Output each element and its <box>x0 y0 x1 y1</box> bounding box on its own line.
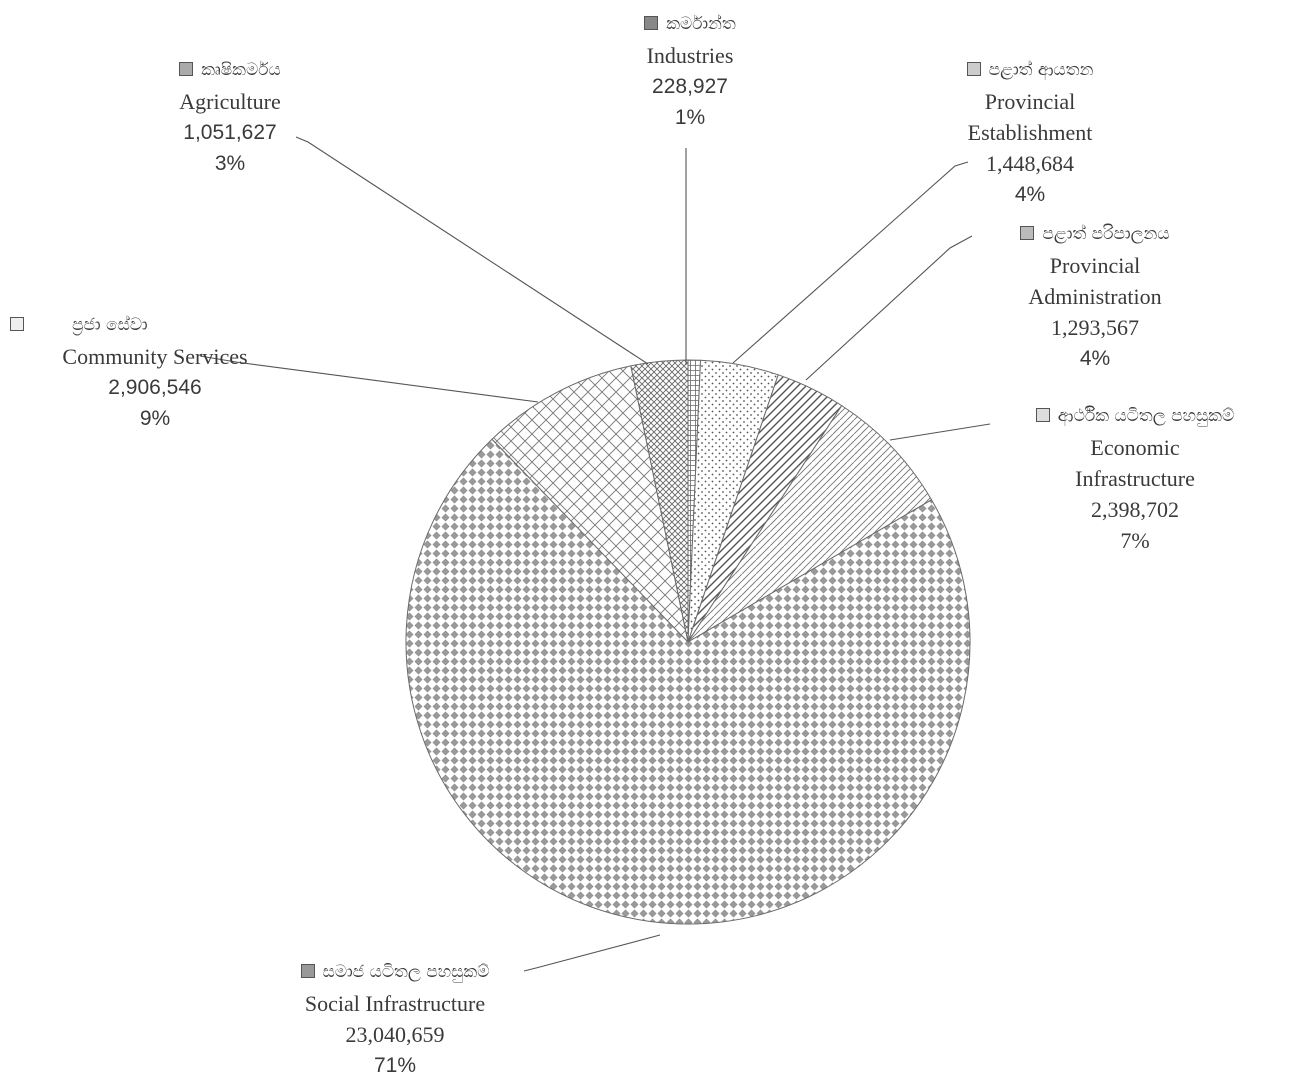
label-social-si: සමාජ යටිතල පහසුකම් <box>322 962 490 982</box>
legend-swatch-industries <box>644 16 659 30</box>
legend-swatch-establishment <box>966 62 981 76</box>
label-industries-si: කර්මාන්ත <box>666 14 736 34</box>
label-economic-en-2: Infrastructure <box>1075 466 1195 491</box>
label-economic: ආර්ථික යටිතල පහසුකම් Economic Infrastruc… <box>990 398 1280 556</box>
label-community-value: 2,906,546 <box>108 376 202 399</box>
pie-slice-economic-infrastructure <box>687 404 933 643</box>
label-economic-value: 2,398,702 <box>1091 497 1179 522</box>
pie-slice-community-services <box>491 365 689 644</box>
label-administration-en-1: Provincial <box>1049 253 1141 278</box>
label-social: සමාජ යටිතල පහසුකම් Social Infrastructure… <box>250 954 540 1081</box>
label-social-value: 23,040,659 <box>345 1022 445 1047</box>
pie-slice-social-infrastructure <box>405 438 971 925</box>
label-social-pct: 71% <box>373 1054 417 1077</box>
label-industries-value: 228,927 <box>652 75 728 98</box>
label-community-pct: 9% <box>139 407 171 430</box>
label-establishment-en-2: Establishment <box>967 120 1093 145</box>
label-community-en: Community Services <box>62 344 248 369</box>
label-economic-pct: 7% <box>1120 528 1150 553</box>
leader-administration <box>805 235 973 381</box>
leader-agriculture <box>295 136 649 365</box>
pie-slice-agriculture <box>630 359 689 643</box>
label-administration-value: 1,293,567 <box>1051 315 1139 340</box>
legend-swatch-economic <box>1035 408 1050 422</box>
label-economic-en-1: Economic <box>1090 435 1180 460</box>
label-agriculture-value: 1,051,627 <box>183 121 277 144</box>
label-agriculture-si: කෘෂිකර්මය <box>201 60 281 80</box>
label-community: ප්‍රජා සේවා Community Services 2,906,546… <box>10 307 300 434</box>
legend-swatch-social <box>300 964 315 978</box>
label-agriculture: කෘෂිකර්මය Agriculture 1,051,627 3% <box>130 52 330 179</box>
label-agriculture-en: Agriculture <box>179 89 281 114</box>
label-social-en: Social Infrastructure <box>304 991 486 1016</box>
label-industries-en: Industries <box>646 43 734 68</box>
label-establishment-value: 1,448,684 <box>986 151 1074 176</box>
label-community-si: ප්‍රජා සේවා <box>72 315 148 335</box>
label-establishment-en-1: Provincial <box>984 89 1076 114</box>
label-agriculture-pct: 3% <box>214 152 246 175</box>
leader-social <box>523 934 661 972</box>
label-establishment-pct: 4% <box>1014 183 1046 206</box>
legend-swatch-community <box>10 317 24 331</box>
label-industries: කර්මාන්ත Industries 228,927 1% <box>590 6 790 133</box>
label-administration: පළාත් පරිපාලනය Provincial Administration… <box>960 216 1230 374</box>
label-administration-en-2: Administration <box>1028 284 1162 309</box>
label-economic-si: ආර්ථික යටිතල පහසුකම් <box>1057 406 1235 426</box>
label-administration-si: පළාත් පරිපාලනය <box>1042 224 1170 244</box>
label-industries-pct: 1% <box>674 106 706 129</box>
legend-swatch-administration <box>1020 226 1035 240</box>
legend-swatch-agriculture <box>179 62 194 76</box>
leader-community <box>199 355 539 403</box>
label-administration-pct: 4% <box>1079 347 1111 370</box>
leader-establishment <box>732 161 969 364</box>
label-establishment: පළාත් ආයතන Provincial Establishment 1,44… <box>900 52 1160 210</box>
leader-economic <box>889 423 991 441</box>
label-establishment-si: පළාත් ආයතන <box>988 60 1094 80</box>
